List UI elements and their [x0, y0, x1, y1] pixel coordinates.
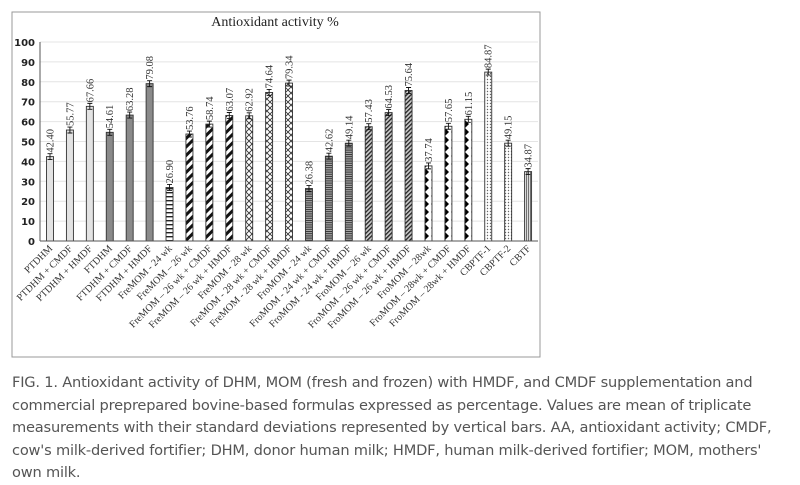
- data-label: 42.62: [324, 129, 335, 153]
- y-tick-label: 40: [21, 157, 35, 168]
- data-label: 57.43: [364, 99, 375, 123]
- bar: [285, 82, 293, 242]
- bar: [464, 118, 473, 242]
- y-tick-label: 60: [21, 118, 35, 129]
- bar: [524, 171, 533, 242]
- y-tick-label: 80: [21, 78, 35, 89]
- bar: [424, 165, 433, 242]
- data-label: 55.77: [65, 102, 76, 126]
- error-bar: [246, 112, 252, 120]
- data-label: 26.90: [165, 160, 176, 184]
- bar: [185, 133, 194, 242]
- data-label: 67.66: [85, 79, 96, 103]
- data-label: 54.61: [105, 105, 116, 129]
- data-label: 63.07: [225, 88, 236, 112]
- data-label: 61.15: [464, 92, 475, 116]
- y-tick-label: 100: [14, 38, 35, 49]
- y-tick-label: 70: [21, 98, 35, 109]
- error-bar: [326, 152, 332, 160]
- y-tick-label: 30: [21, 177, 35, 188]
- error-bar: [107, 128, 113, 136]
- data-label: 62.92: [245, 88, 256, 112]
- data-label: 58.74: [205, 96, 216, 120]
- data-label: 57.65: [444, 99, 455, 123]
- error-bar: [306, 185, 312, 192]
- data-label: 49.15: [504, 116, 515, 140]
- antioxidant-bar-chart: Antioxidant activity % 42.40 55.77 67.66 54…: [11, 11, 541, 358]
- bar: [205, 123, 214, 242]
- error-bar: [505, 139, 511, 147]
- data-label: 79.08: [145, 56, 156, 80]
- error-bar: [67, 126, 73, 134]
- error-bar: [346, 139, 352, 147]
- chart-title: Antioxidant activity %: [211, 15, 339, 30]
- bar: [265, 92, 274, 242]
- bar: [225, 115, 234, 242]
- bar: [125, 114, 134, 242]
- error-bar: [167, 184, 173, 191]
- bar: [245, 115, 254, 242]
- error-bar: [445, 122, 451, 130]
- bar: [65, 129, 74, 242]
- bar: [504, 142, 513, 242]
- figure-caption: FIG. 1. Antioxidant activity of DHM, MOM…: [12, 374, 772, 481]
- error-bar: [366, 123, 372, 131]
- data-label: 37.74: [424, 138, 435, 162]
- data-label: 75.64: [404, 62, 415, 86]
- error-bar: [286, 79, 292, 87]
- bar: [305, 188, 313, 242]
- error-bar: [406, 87, 412, 94]
- error-bar: [425, 162, 431, 170]
- data-label: 74.64: [265, 64, 276, 88]
- error-bar: [186, 130, 192, 138]
- error-bar: [206, 120, 212, 128]
- data-label: 63.28: [125, 87, 136, 111]
- data-label: 53.76: [185, 106, 196, 130]
- data-label: 84.87: [484, 44, 495, 68]
- bar: [46, 156, 54, 242]
- error-bar: [525, 168, 531, 176]
- bar: [484, 71, 493, 242]
- y-tick-label: 10: [21, 217, 35, 228]
- data-label: 64.53: [384, 85, 395, 109]
- error-bar: [87, 102, 93, 110]
- error-bar: [147, 80, 153, 88]
- bar: [404, 90, 413, 242]
- data-label: 34.87: [524, 144, 535, 168]
- y-tick-label: 20: [21, 197, 35, 208]
- y-tick-label: 90: [21, 58, 35, 69]
- bar: [444, 125, 453, 242]
- data-label: 49.14: [344, 115, 355, 139]
- bar: [105, 131, 114, 242]
- bar: [165, 187, 174, 242]
- data-label: 42.40: [46, 129, 57, 153]
- error-bar: [47, 153, 53, 161]
- bar: [344, 142, 353, 242]
- bar: [85, 105, 94, 242]
- error-bar: [127, 111, 133, 119]
- data-label: 26.38: [304, 161, 315, 185]
- bar: [364, 126, 373, 242]
- error-bar: [266, 89, 272, 96]
- error-bar: [485, 68, 491, 76]
- data-label: 79.34: [285, 55, 296, 79]
- bar: [145, 83, 154, 242]
- error-bar: [386, 109, 392, 117]
- bar: [384, 112, 393, 242]
- y-tick-label: 0: [28, 237, 35, 248]
- error-bar: [465, 115, 471, 123]
- error-bar: [226, 112, 232, 119]
- y-tick-label: 50: [21, 138, 35, 149]
- bar: [324, 155, 333, 242]
